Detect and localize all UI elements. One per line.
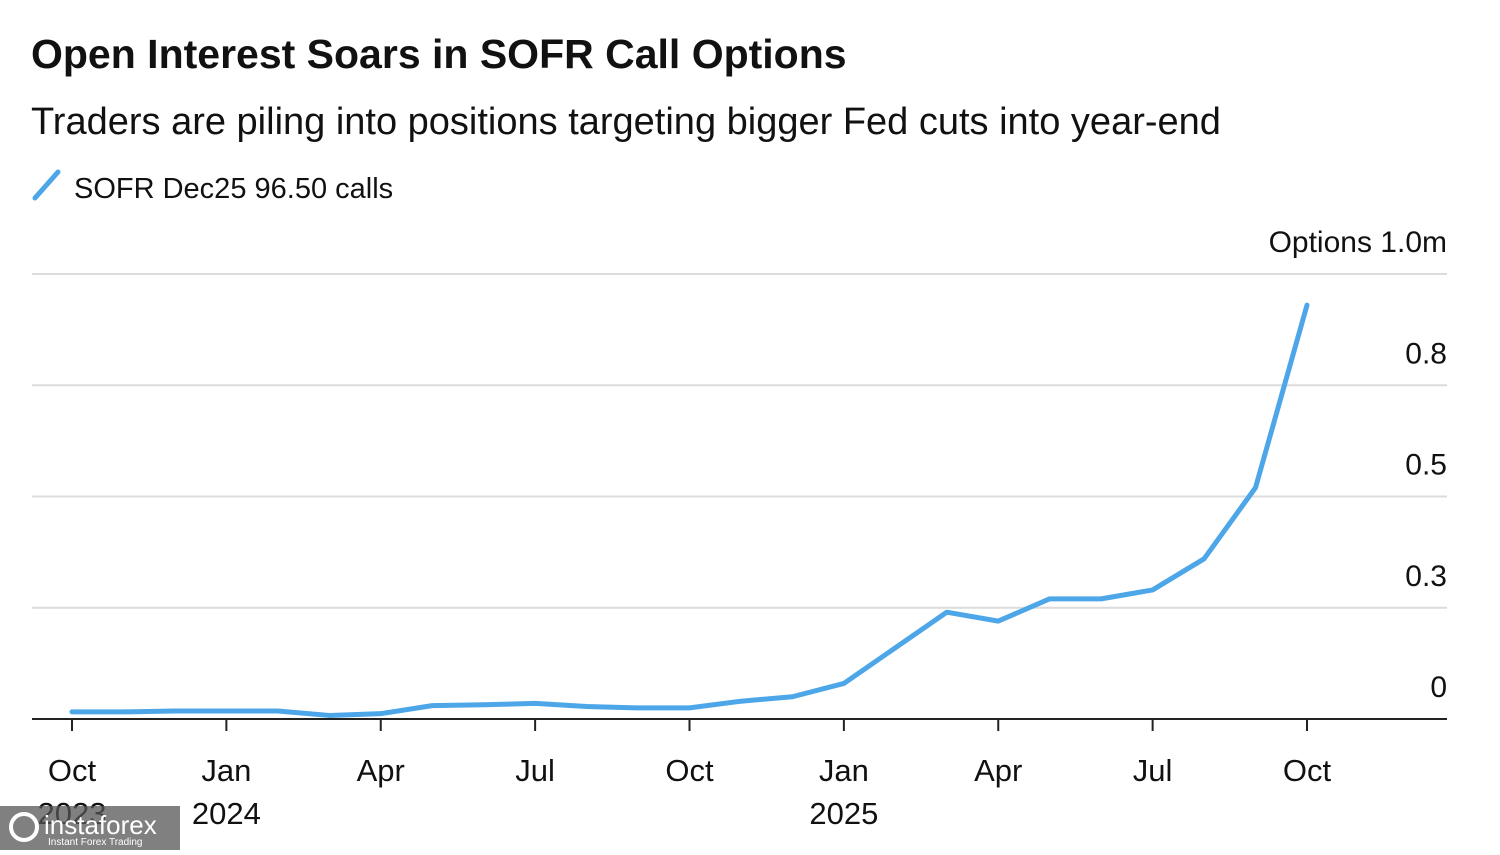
watermark-logo	[9, 812, 39, 842]
y-tick-label: 0	[1430, 671, 1447, 704]
legend: SOFR Dec25 96.50 calls	[32, 169, 393, 205]
x-tick-label: Apr	[357, 753, 405, 788]
x-tick-label: Oct	[1283, 753, 1332, 788]
y-tick-label: 0.5	[1405, 449, 1447, 482]
x-tick-label: Oct	[665, 753, 714, 788]
x-tick-label: Oct	[48, 753, 97, 788]
legend-swatch	[32, 169, 61, 201]
y-tick-label: 0.3	[1405, 560, 1447, 593]
watermark-tagline: Instant Forex Trading	[48, 837, 143, 848]
x-tick-label: Jul	[515, 753, 555, 788]
x-tick-label: Apr	[974, 753, 1022, 788]
x-tick-year: 2024	[192, 796, 261, 831]
y-tick-label: Options 1.0m	[1269, 226, 1447, 259]
y-tick-label: 0.8	[1405, 337, 1447, 370]
x-tick-label: Jan	[819, 753, 869, 788]
plot-area: 0 0.3 0.5 0.8 Options 1.0m Oct Jan Apr Jul Oct Jan…	[32, 226, 1447, 831]
watermark-brand: instaforex	[44, 810, 157, 840]
x-tick-label: Jan	[201, 753, 251, 788]
chart-subtitle: Traders are piling into positions target…	[31, 101, 1221, 143]
chart-title: Open Interest Soars in SOFR Call Options	[31, 31, 847, 77]
x-tick-year: 2025	[809, 796, 878, 831]
legend-label: SOFR Dec25 96.50 calls	[74, 173, 393, 205]
x-tick-label: Jul	[1133, 753, 1173, 788]
data-line	[69, 302, 1310, 718]
